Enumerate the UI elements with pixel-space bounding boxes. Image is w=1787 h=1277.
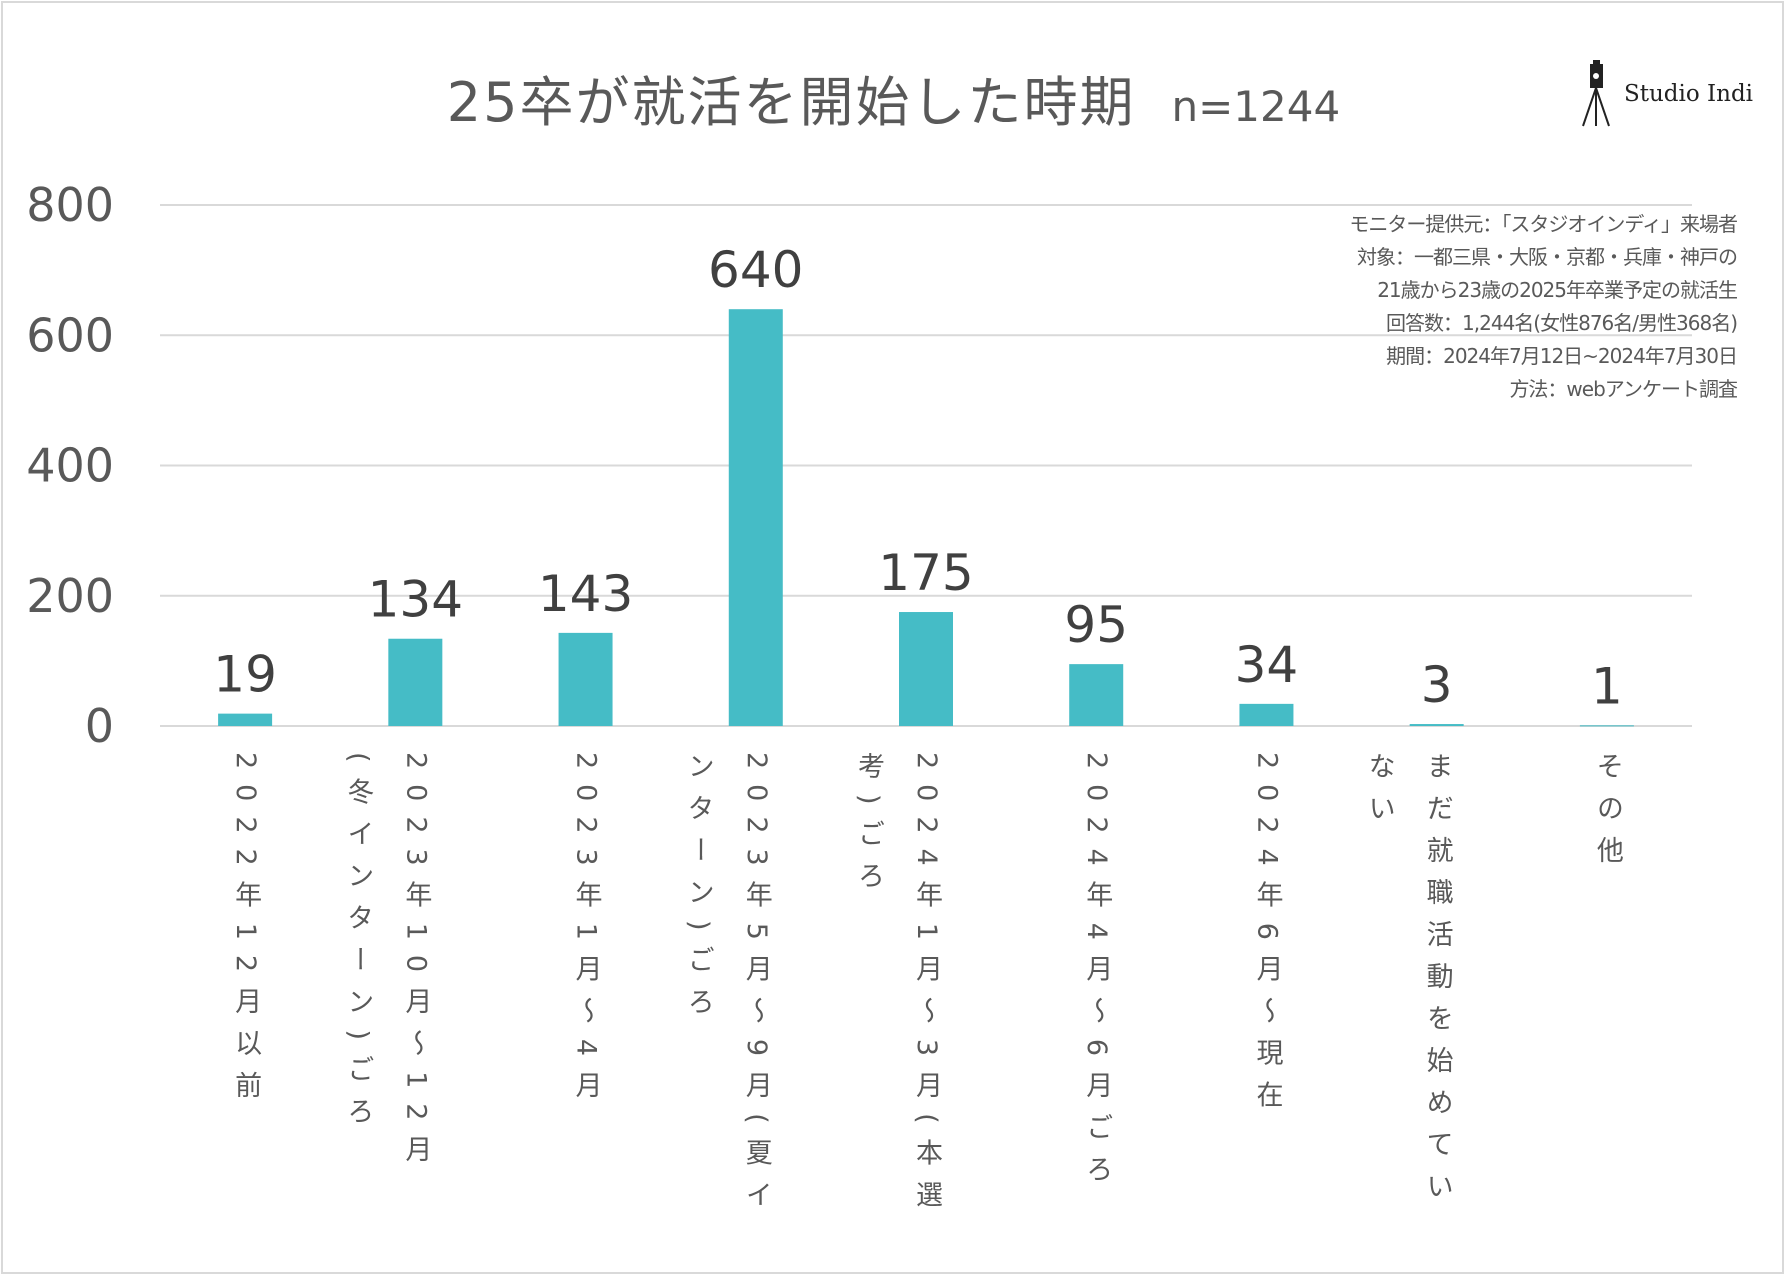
y-tick-label: 0 <box>85 699 114 753</box>
bar <box>1239 703 1294 726</box>
data-label: 175 <box>878 544 973 602</box>
data-label: 3 <box>1421 656 1453 714</box>
x-tick-label: 2023年10月～12月(冬インターン)ごろ <box>342 752 432 1178</box>
chart-title: 25卒が就活を開始した時期 n=1244 <box>0 58 1787 137</box>
note-line: 21歳から23歳の2025年卒業予定の就活生 <box>1377 278 1738 302</box>
x-tick-label: まだ就職活動を始めていない <box>1363 752 1453 1214</box>
bar <box>388 638 443 726</box>
title-text: 25卒が就活を開始した時期 <box>446 71 1136 134</box>
bar <box>1069 664 1124 726</box>
bar <box>1579 725 1634 727</box>
x-tick-label: 2023年5月～9月(夏インターン)ごろ <box>682 752 772 1223</box>
data-label: 34 <box>1235 636 1299 694</box>
bar <box>728 309 783 726</box>
y-tick-label: 200 <box>26 569 114 623</box>
data-label: 640 <box>708 241 803 299</box>
y-tick-label: 400 <box>26 439 114 493</box>
x-tick-label: その他 <box>1591 752 1623 878</box>
logo-text: Studio Indi <box>1624 81 1754 107</box>
note-line: 期間：2024年7月12日~2024年7月30日 <box>1386 344 1738 368</box>
bar <box>1409 724 1464 726</box>
note-line: 対象：一都三県・大阪・京都・兵庫・神戸の <box>1357 245 1738 269</box>
note-line: 回答数：1,244名(女性876名/男性368名) <box>1386 311 1738 335</box>
data-label: 95 <box>1064 596 1128 654</box>
y-tick-label: 800 <box>26 178 114 232</box>
logo: Studio Indi <box>1580 60 1753 128</box>
data-label: 143 <box>538 565 633 623</box>
data-label: 19 <box>213 646 277 704</box>
note-line: 方法：webアンケート調査 <box>1509 377 1738 401</box>
bar <box>218 713 273 726</box>
bar <box>899 612 953 726</box>
data-label: 134 <box>368 571 463 629</box>
x-tick-label: 2024年4月～6月ごろ <box>1081 752 1113 1198</box>
x-tick-label: 2024年1月～3月(本選考)ごろ <box>853 752 942 1223</box>
survey-notes: モニター提供元：「スタジオインディ」来場者 対象：一都三県・大阪・京都・兵庫・神… <box>1349 208 1738 406</box>
note-line: モニター提供元：「スタジオインディ」来場者 <box>1349 212 1738 236</box>
sample-size: n=1244 <box>1171 82 1341 131</box>
bar <box>558 632 613 726</box>
x-tick-label: 2024年6月～現在 <box>1251 752 1283 1123</box>
data-label: 1 <box>1591 657 1623 715</box>
x-tick-label: 2023年1月～4月 <box>570 752 602 1114</box>
tripod-camera-icon <box>1582 60 1610 127</box>
y-tick-label: 600 <box>26 308 114 362</box>
x-tick-label: 2022年12月以前 <box>230 752 262 1114</box>
